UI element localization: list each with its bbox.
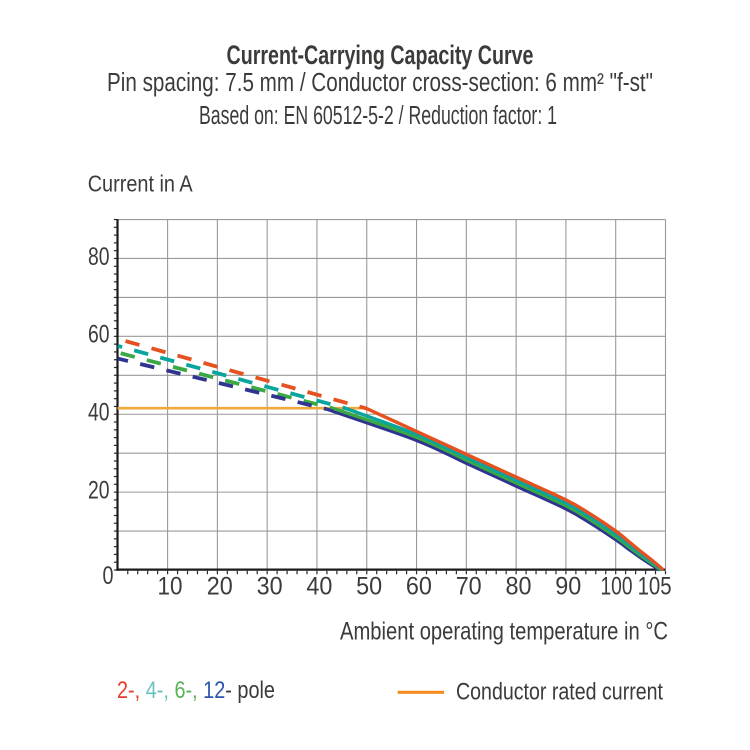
svg-text:80: 80 xyxy=(506,573,532,601)
svg-text:80: 80 xyxy=(88,243,110,271)
svg-text:105: 105 xyxy=(638,573,672,601)
svg-text:40: 40 xyxy=(88,399,110,427)
svg-text:20: 20 xyxy=(207,573,233,601)
svg-text:30: 30 xyxy=(257,573,283,601)
svg-text:40: 40 xyxy=(306,573,332,601)
svg-text:10: 10 xyxy=(158,573,183,601)
svg-text:Conductor rated current: Conductor rated current xyxy=(456,678,663,705)
svg-text:Pin spacing: 7.5 mm / Conducto: Pin spacing: 7.5 mm / Conductor cross-se… xyxy=(107,69,653,97)
svg-text:2-, 4-, 6-, 12- pole: 2-, 4-, 6-, 12- pole xyxy=(117,677,275,704)
svg-text:60: 60 xyxy=(406,573,432,601)
svg-text:70: 70 xyxy=(456,573,482,601)
svg-text:100: 100 xyxy=(601,573,633,601)
svg-text:Current-Carrying Capacity Curv: Current-Carrying Capacity Curve xyxy=(227,40,534,70)
svg-text:60: 60 xyxy=(88,321,110,349)
svg-text:Based on: EN 60512-5-2 / Reduc: Based on: EN 60512-5-2 / Reduction facto… xyxy=(199,102,557,130)
svg-text:50: 50 xyxy=(356,573,382,601)
svg-text:Current in A: Current in A xyxy=(88,170,194,196)
svg-text:0: 0 xyxy=(103,562,114,590)
svg-text:Ambient operating temperature: Ambient operating temperature in °C xyxy=(340,618,668,646)
svg-text:20: 20 xyxy=(88,477,110,505)
svg-text:90: 90 xyxy=(555,573,581,601)
